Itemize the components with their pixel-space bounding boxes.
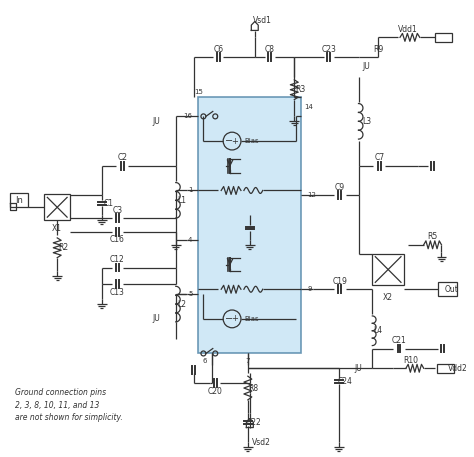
Bar [373,254,404,285]
Text: JU: JU [152,314,160,324]
Text: C13: C13 [110,288,125,297]
Bar [438,282,457,296]
Text: C12: C12 [110,255,125,264]
Text: X2: X2 [383,292,393,302]
Text: L1: L1 [177,196,186,205]
Text: L2: L2 [177,300,186,308]
Text: C24: C24 [337,377,352,386]
Text: Out: Out [445,285,458,294]
Text: 12: 12 [307,192,316,198]
Text: R8: R8 [249,383,259,393]
Bar [435,33,452,42]
Text: C21: C21 [392,336,406,345]
Text: R10: R10 [403,356,419,365]
Text: JU: JU [152,117,160,126]
Text: JU: JU [363,63,370,71]
Text: 15: 15 [194,89,203,95]
Bar [10,193,27,207]
Text: L4: L4 [374,326,383,335]
Bar [437,364,454,373]
Text: C7: C7 [374,154,384,162]
Text: Vsd1: Vsd1 [253,16,272,25]
Text: −: − [225,314,233,324]
Text: C20: C20 [208,387,223,395]
Text: In: In [15,196,23,205]
Text: R3: R3 [295,85,305,94]
Text: Vdd2: Vdd2 [448,364,468,373]
Text: C1: C1 [104,199,114,208]
Text: +: + [232,137,238,146]
Text: R9: R9 [373,45,383,54]
Text: C19: C19 [332,277,347,286]
Text: L3: L3 [362,117,371,126]
Text: 16: 16 [183,113,192,119]
Text: C8: C8 [264,45,274,54]
Text: C22: C22 [246,418,261,427]
Text: C16: C16 [110,235,125,244]
Text: +: + [232,314,238,324]
Text: R5: R5 [428,233,438,241]
Bar [45,194,70,220]
Text: Bias: Bias [244,138,258,144]
Text: Vsd2: Vsd2 [252,438,271,447]
Text: C9: C9 [335,183,345,192]
Text: R2: R2 [58,243,68,252]
Text: JU: JU [355,364,363,373]
Text: C2: C2 [118,154,128,162]
Text: 5: 5 [188,291,192,297]
Text: Ground connection pins
2, 3, 8, 10, 11, and 13
are not shown for simplicity.: Ground connection pins 2, 3, 8, 10, 11, … [15,388,122,422]
Text: 1: 1 [188,187,192,193]
Bar [199,96,301,353]
Text: C23: C23 [321,45,337,54]
Text: 4: 4 [188,237,192,243]
Text: 9: 9 [307,286,311,292]
Text: 14: 14 [304,103,313,110]
Text: C3: C3 [112,206,123,215]
Text: Vdd1: Vdd1 [398,25,418,34]
Text: 7: 7 [246,358,250,364]
Text: −: − [225,136,233,146]
Text: 6: 6 [202,358,207,364]
Text: Bias: Bias [244,316,258,322]
Text: C6: C6 [213,45,223,54]
Text: X1: X1 [52,223,62,233]
